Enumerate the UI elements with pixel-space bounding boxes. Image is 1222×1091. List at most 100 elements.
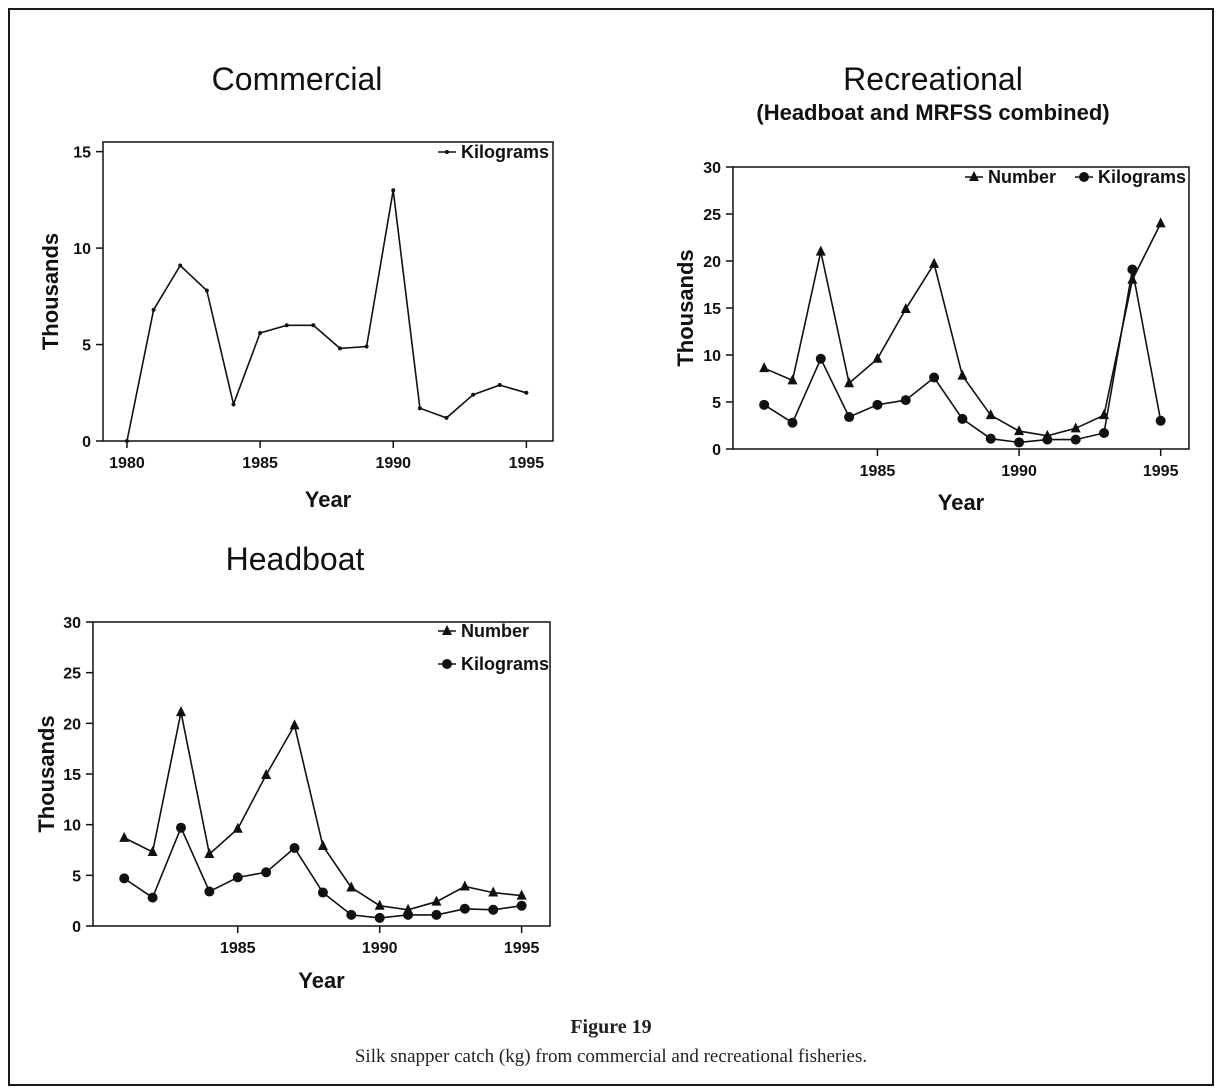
data-point-kilograms	[284, 323, 289, 328]
y-tick-label: 20	[703, 254, 721, 271]
y-tick-label: 5	[712, 395, 721, 412]
legend-marker	[1079, 172, 1089, 182]
data-point-kilograms	[431, 909, 442, 920]
x-axis-label: Year	[938, 490, 985, 515]
data-point-kilograms	[261, 867, 272, 878]
data-point-kilograms	[337, 346, 342, 351]
legend-label: Kilograms	[1098, 167, 1186, 187]
legend-entry-number: Number	[438, 621, 529, 641]
data-point-number	[147, 846, 158, 857]
data-point-kilograms	[872, 399, 883, 410]
data-point-number	[488, 886, 499, 897]
data-point-number	[459, 880, 470, 891]
figure-caption: Silk snapper catch (kg) from commercial …	[354, 1046, 868, 1067]
data-point-kilograms	[346, 909, 357, 920]
data-point-kilograms	[232, 872, 243, 883]
x-tick-label: 1995	[1143, 463, 1179, 480]
chart-headboat: Headboat 0 5 10 15 20 25 30 1985 1990 1995 Year Thou…	[34, 541, 551, 993]
data-point-number	[516, 889, 527, 900]
data-point-kilograms	[985, 433, 996, 444]
data-point-kilograms	[1014, 437, 1025, 448]
y-tick-label: 20	[63, 716, 81, 733]
data-point-kilograms	[444, 415, 449, 420]
chart-title: Commercial	[212, 61, 383, 97]
data-point-number	[1070, 422, 1081, 433]
y-tick-label: 15	[703, 301, 721, 318]
data-point-kilograms	[151, 307, 156, 312]
chart-recreational: Recreational (Headboat and MRFSS combined…	[673, 61, 1190, 515]
data-point-number	[232, 822, 243, 833]
data-point-kilograms	[204, 886, 215, 897]
y-tick-label: 0	[712, 442, 721, 459]
data-point-kilograms	[1042, 434, 1053, 445]
data-point-kilograms	[844, 412, 855, 423]
y-tick-label: 0	[82, 434, 91, 451]
data-point-kilograms	[147, 892, 158, 903]
series-line-kilograms	[126, 190, 527, 442]
y-axis-label: Thousands	[34, 715, 59, 832]
data-point-kilograms	[119, 873, 130, 884]
legend-marker	[445, 150, 449, 154]
chart-title: Headboat	[226, 541, 365, 577]
figure-label: Figure 19	[570, 1016, 652, 1038]
chart-subtitle: (Headboat and MRFSS combined)	[756, 100, 1109, 125]
legend-marker	[442, 659, 452, 669]
series-line-number	[123, 712, 522, 911]
figure-frame	[8, 8, 1214, 1086]
legend-entry-kilograms: Kilograms	[438, 654, 549, 674]
data-point-number	[900, 302, 911, 313]
data-point-number	[957, 369, 968, 380]
x-tick-label: 1985	[242, 455, 278, 472]
y-tick-label: 30	[703, 160, 721, 177]
data-point-kilograms	[374, 912, 385, 923]
data-point-number	[1014, 425, 1025, 436]
data-point-kilograms	[497, 383, 502, 388]
data-point-kilograms	[1070, 434, 1081, 445]
data-point-kilograms	[1155, 415, 1166, 426]
data-point-number	[1155, 217, 1166, 228]
x-tick-label: 1985	[860, 463, 896, 480]
y-tick-label: 5	[82, 338, 91, 355]
data-point-number	[787, 374, 798, 385]
y-tick-label: 10	[703, 348, 721, 365]
data-point-kilograms	[258, 330, 263, 335]
x-axis-label: Year	[305, 487, 352, 512]
data-point-kilograms	[1127, 264, 1138, 275]
data-point-number	[317, 839, 328, 850]
data-point-kilograms	[459, 903, 470, 914]
data-point-number	[431, 895, 442, 906]
legend-label: Number	[988, 167, 1056, 187]
data-point-kilograms	[957, 413, 968, 424]
data-point-number	[872, 352, 883, 363]
legend-marker	[442, 625, 452, 635]
legend-label: Kilograms	[461, 142, 549, 162]
y-tick-label: 25	[63, 666, 81, 683]
legend-entry-number: Number	[965, 167, 1056, 187]
data-point-number	[1127, 273, 1138, 284]
data-point-kilograms	[311, 323, 316, 328]
data-point-kilograms	[403, 909, 414, 920]
data-point-kilograms	[516, 900, 527, 911]
data-point-number	[261, 769, 272, 780]
data-point-kilograms	[929, 372, 940, 383]
y-tick-label: 25	[703, 207, 721, 224]
data-point-kilograms	[417, 406, 422, 411]
x-tick-label: 1990	[1001, 463, 1037, 480]
x-tick-label: 1980	[109, 455, 145, 472]
x-axis-label: Year	[298, 968, 345, 993]
plot-frame	[732, 166, 1190, 450]
data-point-number	[759, 362, 770, 373]
y-tick-label: 15	[73, 145, 91, 162]
x-tick-label: 1995	[509, 455, 545, 472]
data-point-kilograms	[900, 395, 911, 406]
data-point-number	[815, 245, 826, 256]
data-point-kilograms	[524, 390, 529, 395]
data-point-kilograms	[1099, 428, 1110, 439]
data-point-number	[929, 257, 940, 268]
legend-marker	[969, 171, 979, 181]
data-point-kilograms	[178, 263, 183, 268]
data-point-kilograms	[289, 842, 300, 853]
y-tick-label: 0	[72, 919, 81, 936]
data-point-kilograms	[488, 904, 499, 915]
